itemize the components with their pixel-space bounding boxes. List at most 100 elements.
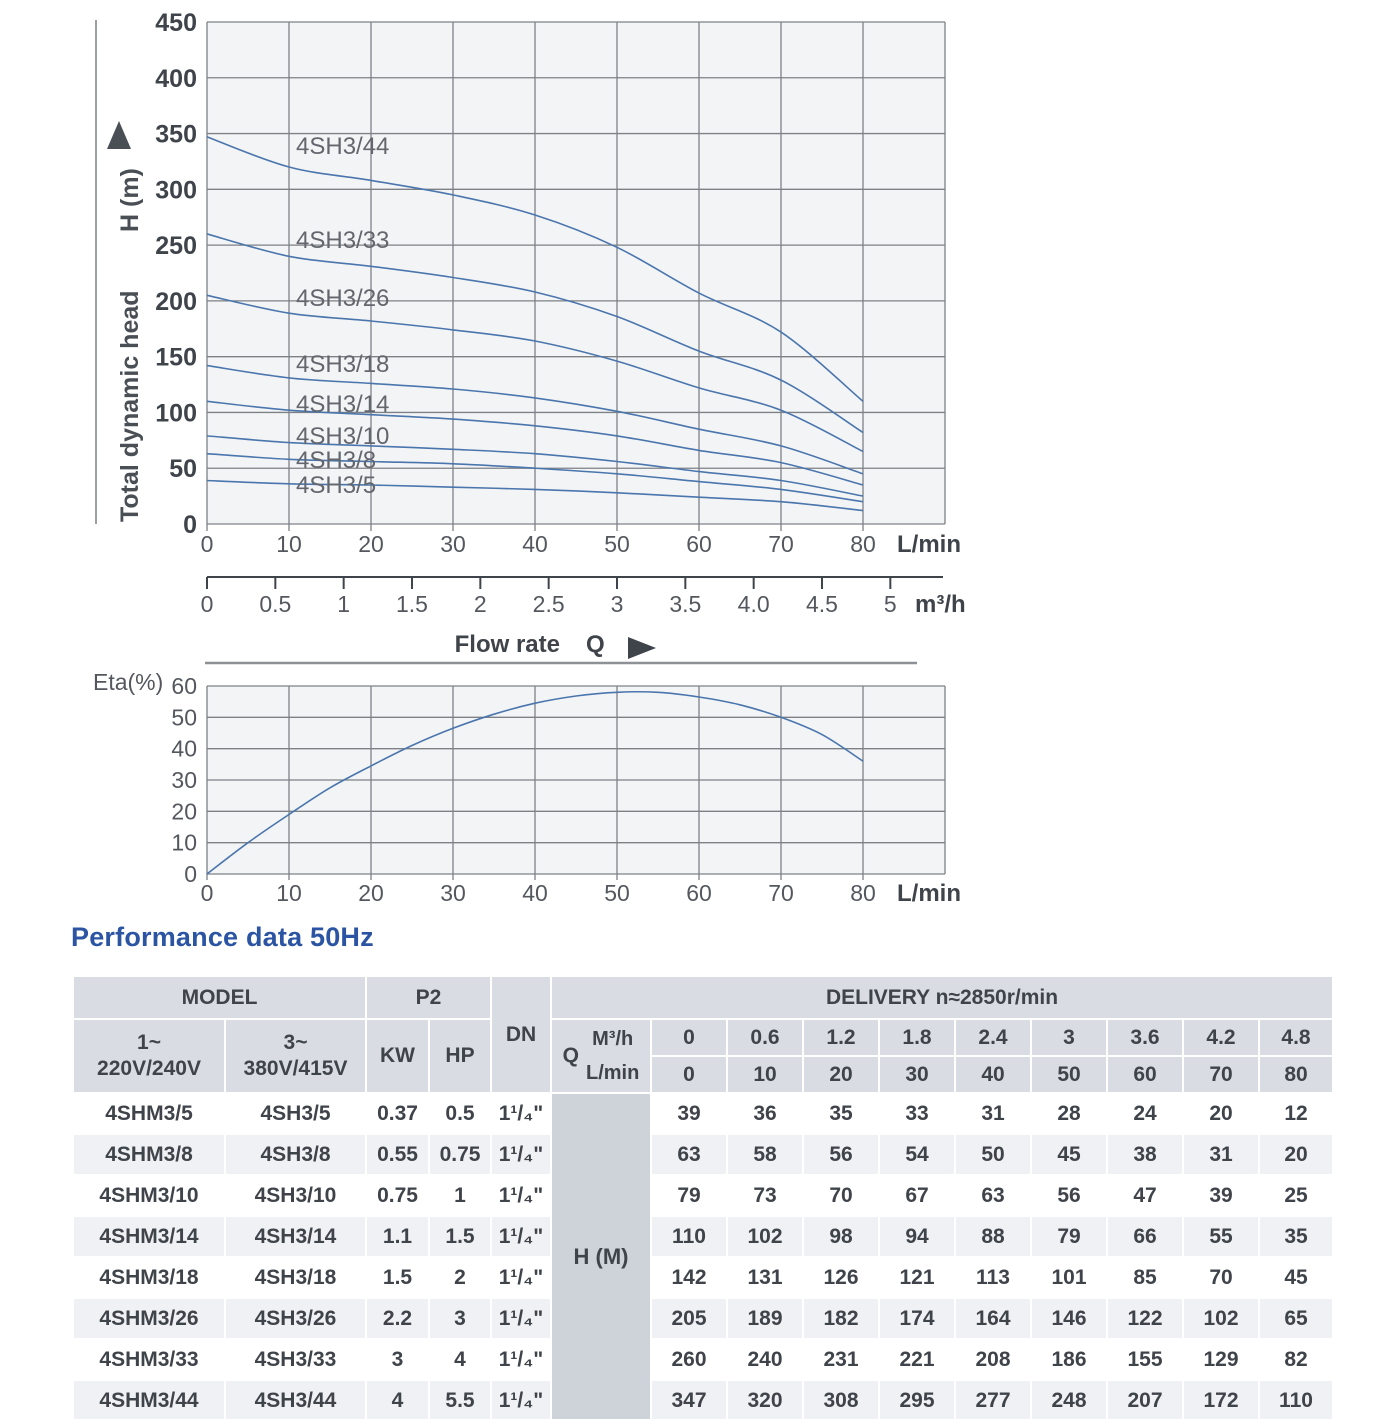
eta-x-unit: L/min [897,880,961,907]
model-1phase-cell: 4SHM3/10 [72,1174,226,1217]
head-value-cell: 33 [878,1092,956,1135]
head-value-cell: 31 [1182,1133,1260,1176]
flow-q-label: Q [586,631,605,658]
head-x-tick: 20 [358,531,384,557]
model-1phase-cell: 4SHM3/5 [72,1092,226,1135]
m3h-tick: 2 [474,591,487,617]
head-value-cell: 38 [1106,1133,1184,1176]
hp-cell: 1 [428,1174,492,1217]
eta-x-tick: 70 [768,880,794,906]
head-value-cell: 320 [726,1379,804,1419]
head-value-cell: 79 [1030,1215,1108,1258]
model-group-header: MODEL [72,975,367,1020]
head-value-cell: 102 [726,1215,804,1258]
head-value-cell: 50 [954,1133,1032,1176]
table-row: 4SHM3/14 4SH3/14 1.1 1.5 1¹/₄" 110 102 98 94 88 79… [72,1215,1334,1258]
head-value-cell: 110 [650,1215,728,1258]
dn-cell: 1¹/₄" [490,1174,552,1217]
model-1phase-cell: 4SHM3/44 [72,1379,226,1419]
head-y-tick: 450 [155,9,197,37]
head-value-cell: 347 [650,1379,728,1419]
curve-4SH3/5 [206,479,864,512]
hp-cell: 5.5 [428,1379,492,1419]
eta-y-tick: 60 [171,673,197,699]
dn-header: DN [490,975,552,1094]
lmin-value-header: 50 [1030,1055,1108,1094]
head-value-cell: 73 [726,1174,804,1217]
m3h-value-header: 4.8 [1258,1018,1334,1057]
model-3phase-cell: 4SH3/18 [224,1256,367,1299]
header-row-lmin-values: 0 10 20 30 40 50 60 70 80 [73,1055,1334,1094]
head-value-cell: 182 [802,1297,880,1340]
head-value-cell: 122 [1106,1297,1184,1340]
kw-cell: 1.1 [365,1215,430,1258]
eta-x-tick: 40 [522,880,548,906]
m3h-tick: 2.5 [533,591,565,617]
curve-label-4SH3/18: 4SH3/18 [296,351,389,378]
head-value-cell: 102 [1182,1297,1260,1340]
head-value-cell: 189 [726,1297,804,1340]
head-value-cell: 88 [954,1215,1032,1258]
head-unit-cell: H (M) [550,1092,652,1419]
head-value-cell: 221 [878,1338,956,1381]
head-value-cell: 54 [878,1133,956,1176]
head-value-cell: 98 [802,1215,880,1258]
head-value-cell: 186 [1030,1338,1108,1381]
head-x-tick: 50 [604,531,630,557]
three-phase-line2: 380V/415V [243,1057,348,1080]
performance-table-body: 4SHM3/5 4SH3/5 0.37 0.5 1¹/₄" H (M) 39 36 35 33 31… [72,1092,1334,1419]
eta-curve [206,690,864,875]
lmin-value-header: 60 [1106,1055,1184,1094]
q-label: Q [562,1044,579,1067]
lmin-value-header: 70 [1182,1055,1260,1094]
head-value-cell: 35 [1258,1215,1334,1258]
table-row: 4SHM3/26 4SH3/26 2.2 3 1¹/₄" 205 189 182 174 164 1… [72,1297,1334,1340]
curve-label-4SH3/10: 4SH3/10 [296,423,389,450]
model-3phase-cell: 4SH3/14 [224,1215,367,1258]
head-y-tick: 350 [155,121,197,149]
hp-cell: 3 [428,1297,492,1340]
kw-cell: 4 [365,1379,430,1419]
lmin-value-header: 10 [726,1055,804,1094]
dn-cell: 1¹/₄" [490,1092,552,1135]
flow-arrow-icon [628,637,656,659]
model-1phase-cell: 4SHM3/8 [72,1133,226,1176]
table-row: 4SHM3/5 4SH3/5 0.37 0.5 1¹/₄" H (M) 39 36 35 33 31… [72,1092,1334,1419]
head-x-tick: 60 [686,531,712,557]
head-value-cell: 208 [954,1338,1032,1381]
head-value-cell: 25 [1258,1174,1334,1217]
head-value-cell: 231 [802,1338,880,1381]
head-value-cell: 55 [1182,1215,1260,1258]
m3h-tick: 0 [201,591,214,617]
three-phase-header: 3~ 380V/415V [224,1018,367,1094]
model-3phase-cell: 4SH3/8 [224,1133,367,1176]
head-value-cell: 70 [1182,1256,1260,1299]
eta-y-tick: 10 [171,830,197,856]
head-x-tick: 30 [440,531,466,557]
head-y-tick: 100 [155,399,197,427]
kw-cell: 0.37 [365,1092,430,1135]
head-value-cell: 101 [1030,1256,1108,1299]
eta-x-tick: 50 [604,880,630,906]
head-x-tick: 80 [850,531,876,557]
head-value-cell: 20 [1182,1092,1260,1135]
head-value-cell: 248 [1030,1379,1108,1419]
curve-4SH3/26 [206,294,864,453]
head-value-cell: 56 [802,1133,880,1176]
header-row-groups: MODEL P2 DN DELIVERY n≈2850r/min [72,975,1334,1094]
head-value-cell: 63 [650,1133,728,1176]
head-value-cell: 36 [726,1092,804,1135]
eta-x-tick: 0 [201,880,214,906]
head-value-cell: 205 [650,1297,728,1340]
flow-rate-label: Flow rate [455,631,560,658]
hp-cell: 1.5 [428,1215,492,1258]
kw-cell: 0.55 [365,1133,430,1176]
curve-label-4SH3/14: 4SH3/14 [296,391,389,418]
head-value-cell: 260 [650,1338,728,1381]
model-1phase-cell: 4SHM3/14 [72,1215,226,1258]
m3h-tick: 5 [884,591,897,617]
head-y-tick: 250 [155,232,197,260]
head-value-cell: 39 [1182,1174,1260,1217]
page-title: Performance data 50Hz [71,922,374,952]
m3h-value-header: 3.6 [1106,1018,1184,1057]
